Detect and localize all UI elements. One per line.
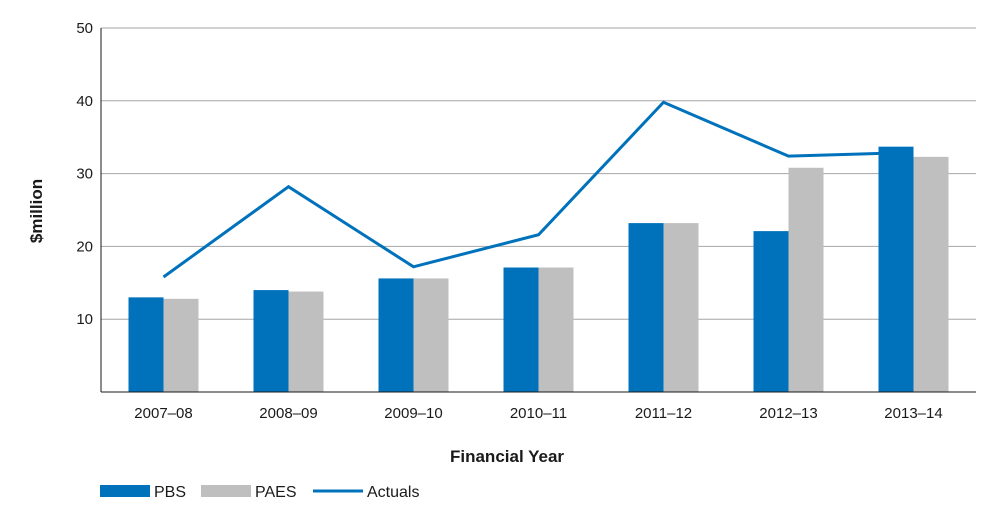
bar-paes bbox=[663, 223, 699, 392]
legend-swatch-paes bbox=[201, 485, 251, 497]
bar-paes bbox=[788, 167, 824, 392]
legend-swatch-pbs bbox=[100, 485, 150, 497]
x-tick-label: 2012–13 bbox=[759, 405, 817, 422]
y-tick-label: 20 bbox=[76, 238, 93, 255]
x-axis-ticks: 2007–08 2008–09 2009–10 2010–11 2011–12 2012–… bbox=[134, 405, 942, 422]
x-tick-label: 2010–11 bbox=[510, 405, 567, 422]
legend-label-paes: PAES bbox=[255, 484, 297, 501]
x-tick-label: 2013–14 bbox=[884, 405, 942, 422]
x-tick-label: 2009–10 bbox=[384, 405, 442, 422]
gridlines bbox=[101, 27, 976, 320]
bar-paes bbox=[288, 291, 324, 392]
x-tick-label: 2007–08 bbox=[134, 405, 192, 422]
bar-pbs bbox=[253, 290, 289, 392]
bar-pbs bbox=[878, 146, 914, 392]
bar-paes bbox=[413, 278, 449, 392]
y-tick-label: 40 bbox=[76, 93, 93, 110]
y-tick-label: 30 bbox=[76, 166, 93, 183]
legend: PBS PAES Actuals bbox=[100, 484, 419, 501]
bar-paes bbox=[913, 156, 949, 392]
actuals-line-group bbox=[162, 100, 914, 279]
bar-pbs bbox=[753, 231, 789, 392]
x-tick-label: 2008–09 bbox=[259, 405, 317, 422]
y-axis-ticks: 10 20 30 40 50 bbox=[76, 20, 93, 328]
bar-pbs bbox=[628, 223, 664, 392]
y-tick-label: 10 bbox=[76, 311, 93, 328]
bar-paes bbox=[163, 298, 199, 392]
legend-label-actuals: Actuals bbox=[367, 484, 419, 501]
bars bbox=[128, 146, 949, 392]
bar-pbs bbox=[503, 267, 539, 392]
x-axis-title: Financial Year bbox=[450, 447, 564, 466]
axes bbox=[100, 28, 976, 393]
bar-pbs bbox=[378, 278, 414, 392]
bar-pbs bbox=[128, 297, 164, 392]
x-tick-label: 2011–12 bbox=[635, 405, 692, 422]
bar-paes bbox=[538, 267, 574, 392]
y-tick-label: 50 bbox=[76, 20, 93, 37]
actuals-line bbox=[162, 100, 914, 279]
legend-label-pbs: PBS bbox=[154, 484, 186, 501]
y-axis-title: $million bbox=[27, 179, 46, 243]
